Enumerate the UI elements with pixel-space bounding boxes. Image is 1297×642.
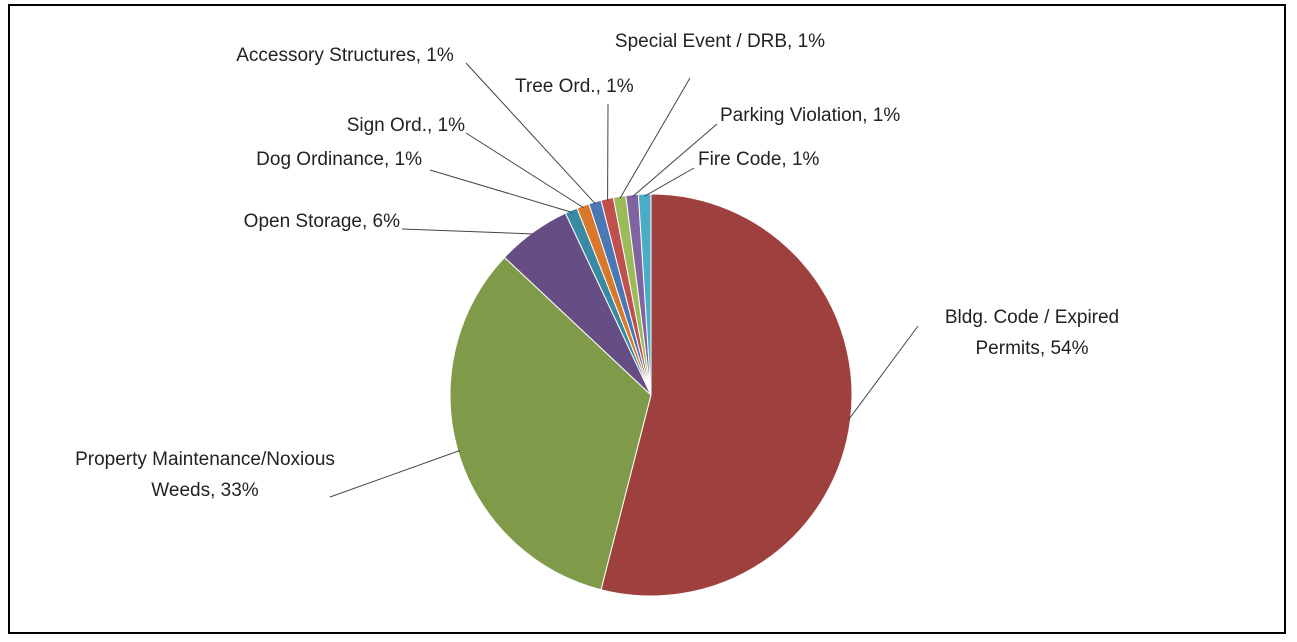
leader-line xyxy=(329,450,461,498)
data-label: Property Maintenance/Noxious Weeds, 33% xyxy=(75,449,335,501)
data-label: Accessory Structures, 1% xyxy=(236,45,454,66)
leader-line xyxy=(465,132,584,209)
leader-line xyxy=(429,169,573,213)
leader-line xyxy=(465,62,596,205)
pie-slice xyxy=(600,193,853,597)
leader-line xyxy=(848,325,919,421)
leader-line xyxy=(619,77,691,199)
data-label: Tree Ord., 1% xyxy=(515,76,634,97)
pie-slice xyxy=(637,193,652,396)
data-label: Parking Violation, 1% xyxy=(720,105,901,126)
data-label: Dog Ordinance, 1% xyxy=(256,149,422,170)
leader-line xyxy=(644,167,695,197)
data-label: Open Storage, 6% xyxy=(243,211,400,232)
chart-frame xyxy=(8,4,1286,634)
data-label: Fire Code, 1% xyxy=(698,149,820,170)
data-label: Sign Ord., 1% xyxy=(346,115,465,136)
data-label: Bldg. Code / Expired Permits, 54% xyxy=(944,307,1120,359)
leader-line xyxy=(631,123,718,198)
data-label: Special Event / DRB, 1% xyxy=(614,31,826,52)
leader-line xyxy=(401,228,535,235)
